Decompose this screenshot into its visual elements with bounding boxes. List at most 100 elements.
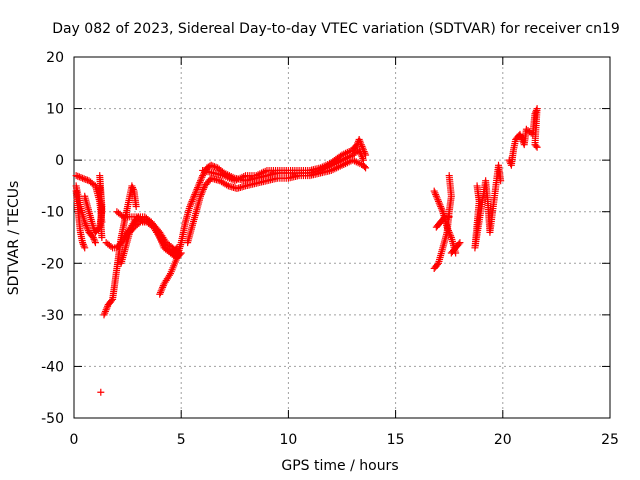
data-point [357,141,365,149]
data-point [156,290,164,298]
data-point [79,174,87,182]
data-point [132,203,140,211]
data-point [191,191,199,199]
data-point [362,164,370,172]
data-point [91,237,99,245]
data-point [435,199,443,207]
data-point [438,206,446,214]
data-point [194,182,202,190]
data-point [101,307,109,315]
data-point [209,162,217,170]
data-point [102,306,110,314]
x-tick-label: 5 [177,432,186,448]
data-point [129,184,137,192]
data-point [129,185,137,193]
data-point [101,309,109,317]
data-point [72,172,80,180]
data-point [80,242,88,250]
x-tick-label: 10 [279,432,297,448]
data-point [190,192,198,200]
y-axis-title: SDTVAR / TECUs [6,181,22,296]
data-point [357,139,365,147]
data-point [82,175,90,183]
data-point [186,203,194,211]
data-point [533,143,541,151]
data-point [456,239,464,247]
data-point [359,144,367,152]
data-point [77,174,85,182]
data-point [360,148,368,156]
data-point [193,185,201,193]
data-point [196,177,204,185]
data-point [431,189,439,197]
data-point [192,187,200,195]
data-point [210,163,218,171]
data-point [107,243,115,251]
data-point [91,239,99,247]
data-points [72,105,541,396]
data-point [197,175,205,183]
data-point [97,388,105,396]
x-tick-label: 15 [387,432,405,448]
data-point [517,132,525,140]
data-point [90,235,98,243]
data-point [191,189,199,197]
data-point [103,304,111,312]
data-point [359,146,367,154]
data-point [207,161,215,169]
data-point [532,142,540,150]
data-point [187,199,195,207]
data-point [199,187,207,195]
data-point [188,197,196,205]
y-tick-label: -30 [41,308,64,324]
x-tick-label: 0 [70,432,79,448]
data-point [74,172,82,180]
y-tick-label: 10 [46,102,64,118]
data-point [157,287,165,295]
data-point [135,219,143,227]
y-tick-label: -40 [41,359,64,375]
data-point [430,187,438,195]
data-point [355,136,363,144]
plot-area-frame [73,56,611,419]
data-point [186,201,194,209]
data-point [158,285,166,293]
data-point [98,234,106,241]
data-point [358,142,366,150]
data-point [437,203,445,211]
data-point [118,212,126,220]
data-point [433,261,441,269]
data-point [198,173,206,181]
data-point [128,182,136,190]
data-point [89,223,97,231]
data-point [133,214,141,222]
data-point [195,180,203,188]
data-point [356,137,364,145]
x-tick-label: 20 [494,432,512,448]
data-point [196,192,204,200]
axis-ticks: 0 5 10 15 20 25 -50 -40 -30 -20 -10 0 10 20 [41,50,619,448]
data-point [497,177,505,185]
x-tick-label: 25 [601,432,619,448]
data-point [80,175,88,183]
data-point [455,240,463,248]
grid [74,57,610,418]
y-tick-label: -50 [41,411,64,427]
data-point [437,204,445,212]
data-point [223,181,231,189]
data-point [84,225,92,233]
data-point [108,297,116,305]
data-point [165,271,173,279]
data-point [81,220,89,228]
y-tick-label: -10 [41,205,64,221]
data-point [197,191,205,199]
data-point [79,239,87,247]
data-point [198,189,206,197]
data-point [445,213,453,221]
data-point [434,196,442,204]
data-point [440,214,448,222]
data-point [432,191,440,199]
data-point [189,194,197,202]
data-point [89,234,97,241]
